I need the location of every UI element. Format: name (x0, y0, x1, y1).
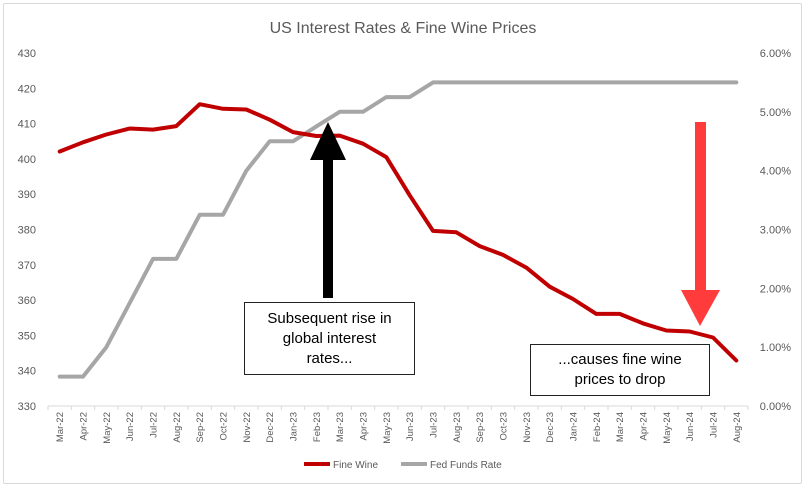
legend-fine-wine-label: Fine Wine (333, 460, 378, 471)
right-y-tick-label: 6.00% (760, 48, 791, 60)
left-y-tick-label: 370 (18, 260, 36, 272)
left-y-tick-label: 430 (18, 48, 36, 60)
x-tick-label: Mar-24 (615, 412, 626, 442)
x-tick-label: Jun-22 (125, 412, 136, 441)
left-y-axis: 330 340 350 360 370 380 390 400 410 420 430 (18, 48, 36, 413)
right-y-tick-label: 2.00% (760, 283, 791, 295)
x-tick-label: Apr-22 (79, 412, 90, 441)
left-y-tick-label: 400 (18, 154, 36, 166)
left-y-tick-label: 380 (18, 225, 36, 237)
x-tick-label: Mar-23 (335, 412, 346, 442)
x-tick-label: Feb-24 (592, 412, 603, 442)
x-tick-label: Sep-22 (195, 412, 206, 443)
x-tick-label: Oct-22 (219, 412, 230, 441)
annotation-rate-rise: Subsequent rise in global interest rates… (244, 302, 415, 375)
right-y-axis: 0.00% 1.00% 2.00% 3.00% 4.00% 5.00% 6.00% (760, 48, 791, 413)
left-y-tick-label: 340 (18, 366, 36, 378)
up-arrow (310, 122, 346, 298)
x-tick-label: Nov-22 (242, 412, 253, 443)
x-tick-label: Aug-23 (452, 412, 463, 443)
x-tick-label: May-23 (382, 412, 393, 444)
right-y-tick-label: 5.00% (760, 107, 791, 119)
legend-fed-funds-rate-label: Fed Funds Rate (430, 460, 502, 471)
fine-wine-line (57, 102, 739, 363)
left-y-tick-label: 390 (18, 189, 36, 201)
x-tick-label: May-22 (102, 412, 113, 444)
x-tick-label: Oct-23 (499, 412, 510, 441)
x-tick-label: May-24 (662, 412, 673, 444)
x-tick-label: Sep-23 (475, 412, 486, 443)
left-y-tick-label: 360 (18, 295, 36, 307)
left-y-tick-label: 330 (18, 401, 36, 413)
x-tick-label: Apr-23 (359, 412, 370, 441)
fed-funds-rate-line (57, 80, 739, 379)
right-y-tick-label: 1.00% (760, 342, 791, 354)
x-tick-label: Dec-22 (265, 412, 276, 443)
x-tick-label: Nov-23 (522, 412, 533, 443)
left-y-tick-label: 350 (18, 330, 36, 342)
right-y-tick-label: 4.00% (760, 166, 791, 178)
annotation-arrows (310, 122, 720, 326)
x-tick-label: Jun-24 (685, 412, 696, 441)
legend: Fine Wine Fed Funds Rate (304, 460, 502, 471)
x-tick-label: Jun-23 (405, 412, 416, 441)
x-tick-label: Jul-23 (429, 412, 440, 438)
x-tick-label: Jul-24 (709, 412, 720, 438)
annotation-price-drop: ...causes fine wine prices to drop (530, 344, 710, 396)
x-tick-label: Apr-24 (639, 412, 650, 441)
x-tick-label: Aug-22 (172, 412, 183, 443)
series-lines (57, 80, 739, 379)
x-tick-label: Jan-23 (289, 412, 300, 441)
x-tick-label: Jul-22 (149, 412, 160, 438)
x-tick-label: Feb-23 (312, 412, 323, 442)
x-tick-label: Dec-23 (545, 412, 556, 443)
down-arrow (681, 122, 720, 326)
chart-title: US Interest Rates & Fine Wine Prices (270, 20, 537, 37)
x-tick-label: Aug-24 (732, 412, 743, 443)
x-axis: Mar-22 Apr-22 May-22 Jun-22 Jul-22 Aug-22 Sep-… (47, 406, 749, 444)
left-y-tick-label: 420 (18, 83, 36, 95)
right-y-tick-label: 3.00% (760, 225, 791, 237)
right-y-tick-label: 0.00% (760, 401, 791, 413)
x-tick-label: Mar-22 (55, 412, 66, 442)
left-y-tick-label: 410 (18, 119, 36, 131)
x-tick-label: Jan-24 (569, 412, 580, 441)
